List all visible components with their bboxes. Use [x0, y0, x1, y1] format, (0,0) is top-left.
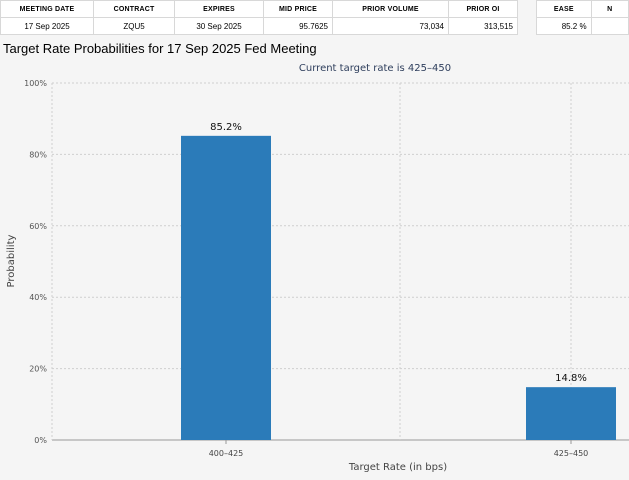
- y-tick-label: 80%: [29, 150, 47, 159]
- grid-layer: [51, 82, 629, 444]
- cell-meeting-date: 17 Sep 2025: [0, 17, 94, 35]
- ease-table: EASE N 85.2 %: [536, 0, 629, 35]
- y-tick-label: 100%: [24, 79, 47, 88]
- cell-n: [590, 17, 629, 35]
- x-tick-label: 400–425: [209, 449, 244, 458]
- contract-table: MEETING DATE CONTRACT EXPIRES MID PRICE …: [0, 0, 518, 35]
- y-tick-label: 20%: [29, 365, 47, 374]
- x-tick-label: 425–450: [554, 449, 589, 458]
- bar-value-label: 14.8%: [555, 373, 587, 384]
- cell-prior-oi: 313,515: [448, 17, 518, 35]
- bar-value-label: 85.2%: [210, 122, 242, 133]
- y-tick-label: 40%: [29, 293, 47, 302]
- x-axis-title: Target Rate (in bps): [348, 462, 447, 473]
- bar-1: [526, 387, 616, 440]
- y-axis-title: Probability: [6, 234, 17, 287]
- chart-title: Target Rate Probabilities for 17 Sep 202…: [3, 41, 317, 56]
- cell-ease: 85.2 %: [536, 17, 592, 35]
- chart-subtitle: Current target rate is 425–450: [299, 63, 451, 74]
- table-row: 85.2 %: [536, 17, 629, 35]
- y-tick-label: 60%: [29, 222, 47, 231]
- label-layer: 0% 20% 40% 60% 80% 100% 85.2% 400–425 14.8% 425–4…: [24, 79, 588, 458]
- table-row: 17 Sep 2025 ZQU5 30 Sep 2025 95.7625 73,…: [0, 17, 518, 35]
- y-tick-label: 0%: [34, 436, 47, 445]
- cell-prior-volume: 73,034: [332, 17, 449, 35]
- bar-layer: [181, 135, 616, 440]
- bar-0: [181, 135, 271, 440]
